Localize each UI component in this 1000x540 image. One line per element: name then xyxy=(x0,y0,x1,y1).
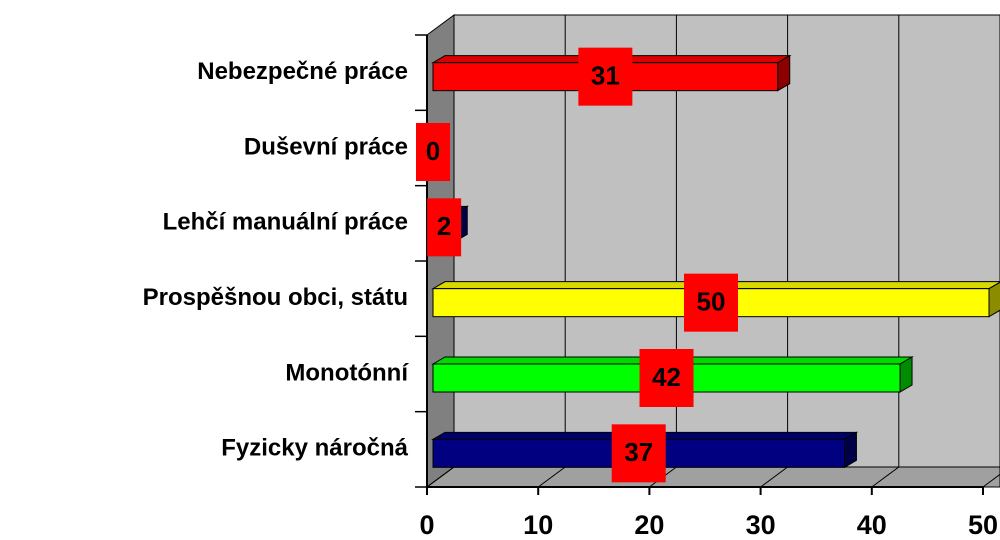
x-tick-label: 20 xyxy=(634,510,664,540)
value-label: 50 xyxy=(697,287,726,317)
floor-grid-line xyxy=(871,466,900,488)
x-tick-label: 10 xyxy=(523,510,553,540)
value-label-box xyxy=(416,123,450,181)
floor-grid-line xyxy=(426,466,455,488)
category-label: Duševní práce xyxy=(244,133,408,160)
category-label: Prospěšnou obci, státu xyxy=(143,284,408,311)
category-label: Lehčí manuální práce xyxy=(163,209,408,236)
value-label: 42 xyxy=(652,362,681,392)
floor-grid-line xyxy=(537,466,566,488)
x-tick-label: 0 xyxy=(419,510,434,540)
category-label: Monotónní xyxy=(285,359,409,386)
category-label: Nebezpečné práce xyxy=(197,58,408,85)
value-label-box xyxy=(639,349,694,407)
floor xyxy=(425,466,1000,488)
category-label: Fyzicky náročná xyxy=(221,435,408,462)
x-tick-label: 40 xyxy=(857,510,887,540)
value-label: 2 xyxy=(437,211,451,241)
value-label-box xyxy=(684,273,738,332)
value-label-box xyxy=(427,198,462,257)
value-label: 31 xyxy=(591,61,620,91)
x-tick-label: 30 xyxy=(746,510,776,540)
value-label: 37 xyxy=(624,437,653,467)
value-label-box xyxy=(578,47,633,106)
floor-grid-line xyxy=(982,473,1000,488)
floor-grid-line xyxy=(760,466,788,488)
value-label: 0 xyxy=(426,136,440,166)
x-tick-label: 50 xyxy=(968,510,998,540)
value-label-box xyxy=(611,424,666,483)
